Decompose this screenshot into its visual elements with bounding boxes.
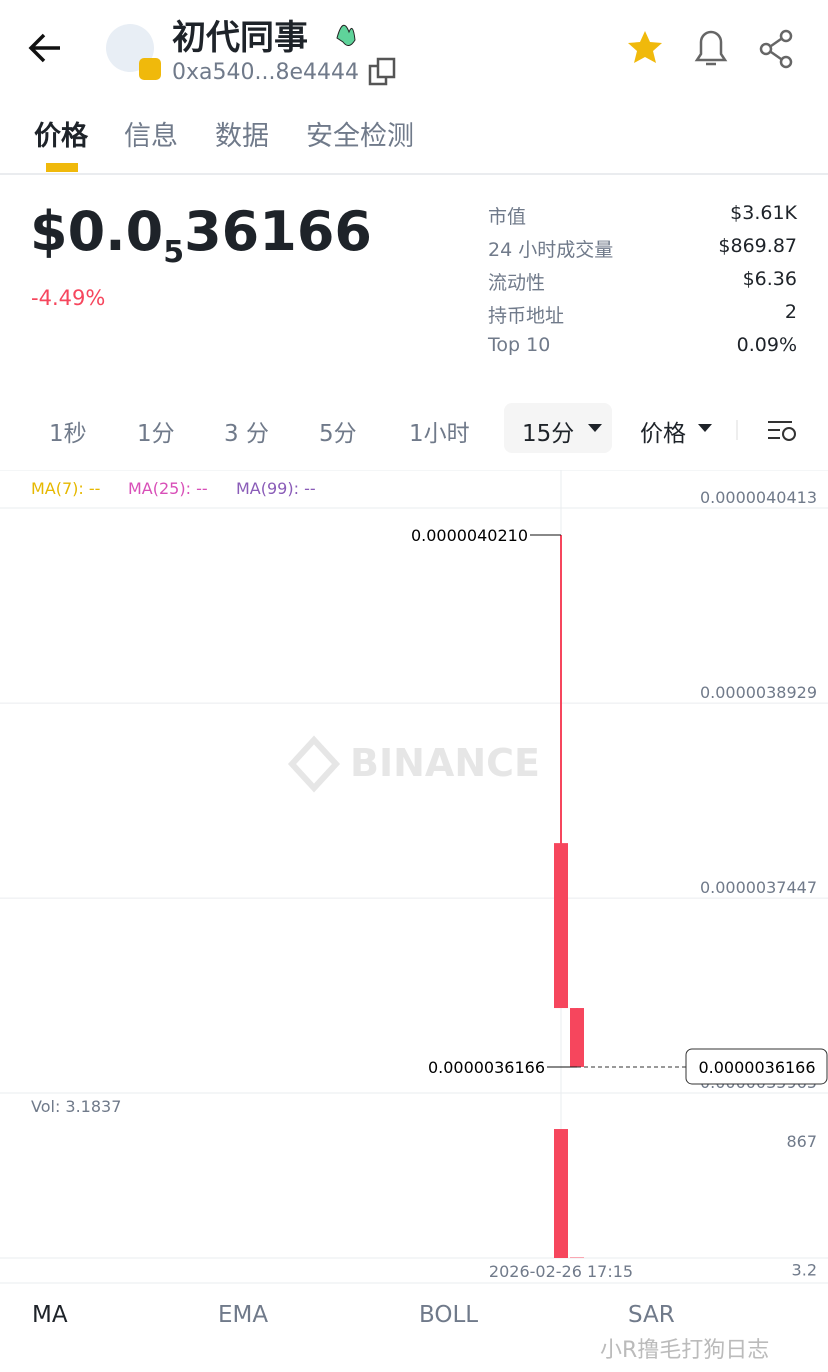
price-change: -4.49% xyxy=(31,286,106,310)
y-tick-label: 0.0000038929 xyxy=(700,683,817,702)
indicator-tab[interactable]: BOLL xyxy=(419,1302,479,1328)
y-tick-label: 0.0000037447 xyxy=(700,878,817,897)
last-price-box xyxy=(685,1048,828,1085)
tab[interactable]: 信息 xyxy=(124,121,178,152)
volume-bar xyxy=(554,1129,568,1258)
watermark: BINANCE xyxy=(350,741,540,785)
stat-value: $3.61K xyxy=(730,202,797,224)
high-label: 0.0000040210 xyxy=(411,526,528,545)
low-label: 0.0000036166 xyxy=(428,1058,545,1077)
hand-icon xyxy=(336,24,356,46)
share[interactable] xyxy=(759,29,793,69)
header-icons xyxy=(28,24,793,86)
stat-value: 0.09% xyxy=(736,334,797,356)
tab[interactable]: 数据 xyxy=(215,121,269,152)
watermark-logo xyxy=(287,735,341,793)
x-tick-label: 2026-02-26 17:15 xyxy=(489,1262,633,1281)
indicator-tab[interactable]: SAR xyxy=(628,1302,675,1328)
address: 0xa540...8e4444 xyxy=(172,60,359,85)
chain-badge xyxy=(139,58,161,80)
ma-legend: MA(99): -- xyxy=(236,479,316,498)
last-price-tag: 0.0000036166 xyxy=(698,1058,815,1077)
volume-label: Vol: 3.1837 xyxy=(31,1097,121,1116)
price-zeros: 5 xyxy=(163,235,185,270)
interval[interactable]: 3 分 xyxy=(224,421,269,447)
stat-value: $869.87 xyxy=(718,235,797,257)
volume-tick-label: 3.2 xyxy=(792,1261,817,1280)
stat-label: 市值 xyxy=(488,206,527,228)
tab-indicator xyxy=(46,163,78,172)
interval[interactable]: 1分 xyxy=(137,421,175,447)
footer-watermark: 小R撸毛打狗日志 xyxy=(600,1338,770,1363)
stat-label: 持币地址 xyxy=(488,305,565,327)
candle-body xyxy=(554,843,568,1009)
interval[interactable]: 15分 xyxy=(522,421,575,447)
stat-value: $6.36 xyxy=(742,268,797,290)
candle-body xyxy=(570,1008,584,1067)
token-name: 初代同事 xyxy=(172,18,308,58)
back[interactable] xyxy=(28,33,60,63)
stat-label: Top 10 xyxy=(488,334,551,356)
price-digits: 36166 xyxy=(184,200,372,263)
price-selector[interactable]: 价格 xyxy=(640,421,686,447)
volume-tick-label: 867 xyxy=(786,1132,817,1151)
ma-legend: MA(7): -- xyxy=(31,479,100,498)
interval[interactable]: 1小时 xyxy=(409,421,470,447)
indicator-tab[interactable]: EMA xyxy=(218,1302,269,1328)
price-prefix: $0.0 xyxy=(30,200,164,263)
star[interactable] xyxy=(628,31,662,63)
chart: MA(7): -- MA(25): -- MA(99): -- BINANCE 0.00… xyxy=(0,470,828,1284)
indicator-tab[interactable]: MA xyxy=(32,1302,68,1328)
stat-label: 24 小时成交量 xyxy=(488,239,614,261)
ma-legend: MA(25): -- xyxy=(128,479,208,498)
price: $0.0536166 xyxy=(30,200,372,270)
tab[interactable]: 价格 xyxy=(34,121,88,152)
tab[interactable]: 安全检测 xyxy=(306,121,414,152)
y-tick-label: 0.0000040413 xyxy=(700,488,817,507)
stat-value: 2 xyxy=(784,301,797,323)
divider xyxy=(0,173,828,175)
interval-icons xyxy=(588,420,796,441)
interval[interactable]: 1秒 xyxy=(49,421,87,447)
interval[interactable]: 5分 xyxy=(319,421,357,447)
stat-label: 流动性 xyxy=(488,272,546,294)
bell[interactable] xyxy=(694,30,728,66)
